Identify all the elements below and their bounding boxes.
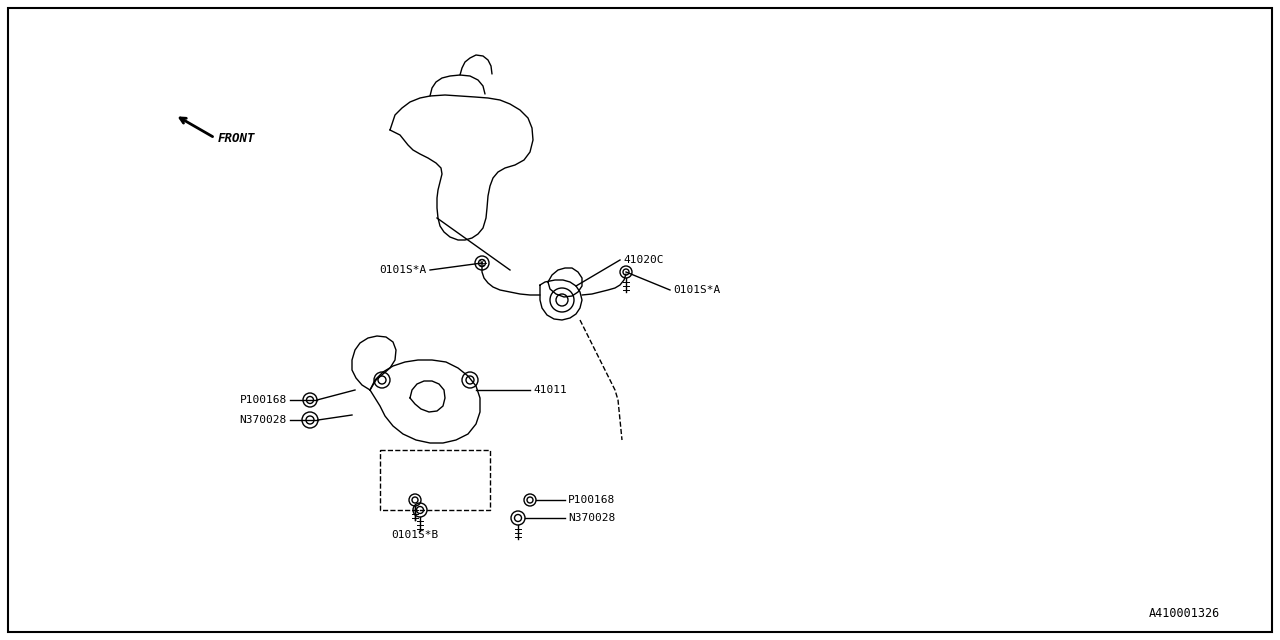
Text: A410001326: A410001326 [1148,607,1220,620]
Text: 41020C: 41020C [623,255,663,265]
Text: FRONT: FRONT [218,131,256,145]
Text: 0101S*A: 0101S*A [673,285,721,295]
Text: 0101S*A: 0101S*A [380,265,428,275]
Text: N370028: N370028 [568,513,616,523]
Text: 0101S*B: 0101S*B [392,530,439,540]
Text: 41011: 41011 [532,385,567,395]
Text: N370028: N370028 [239,415,287,425]
Text: P100168: P100168 [568,495,616,505]
Text: P100168: P100168 [239,395,287,405]
